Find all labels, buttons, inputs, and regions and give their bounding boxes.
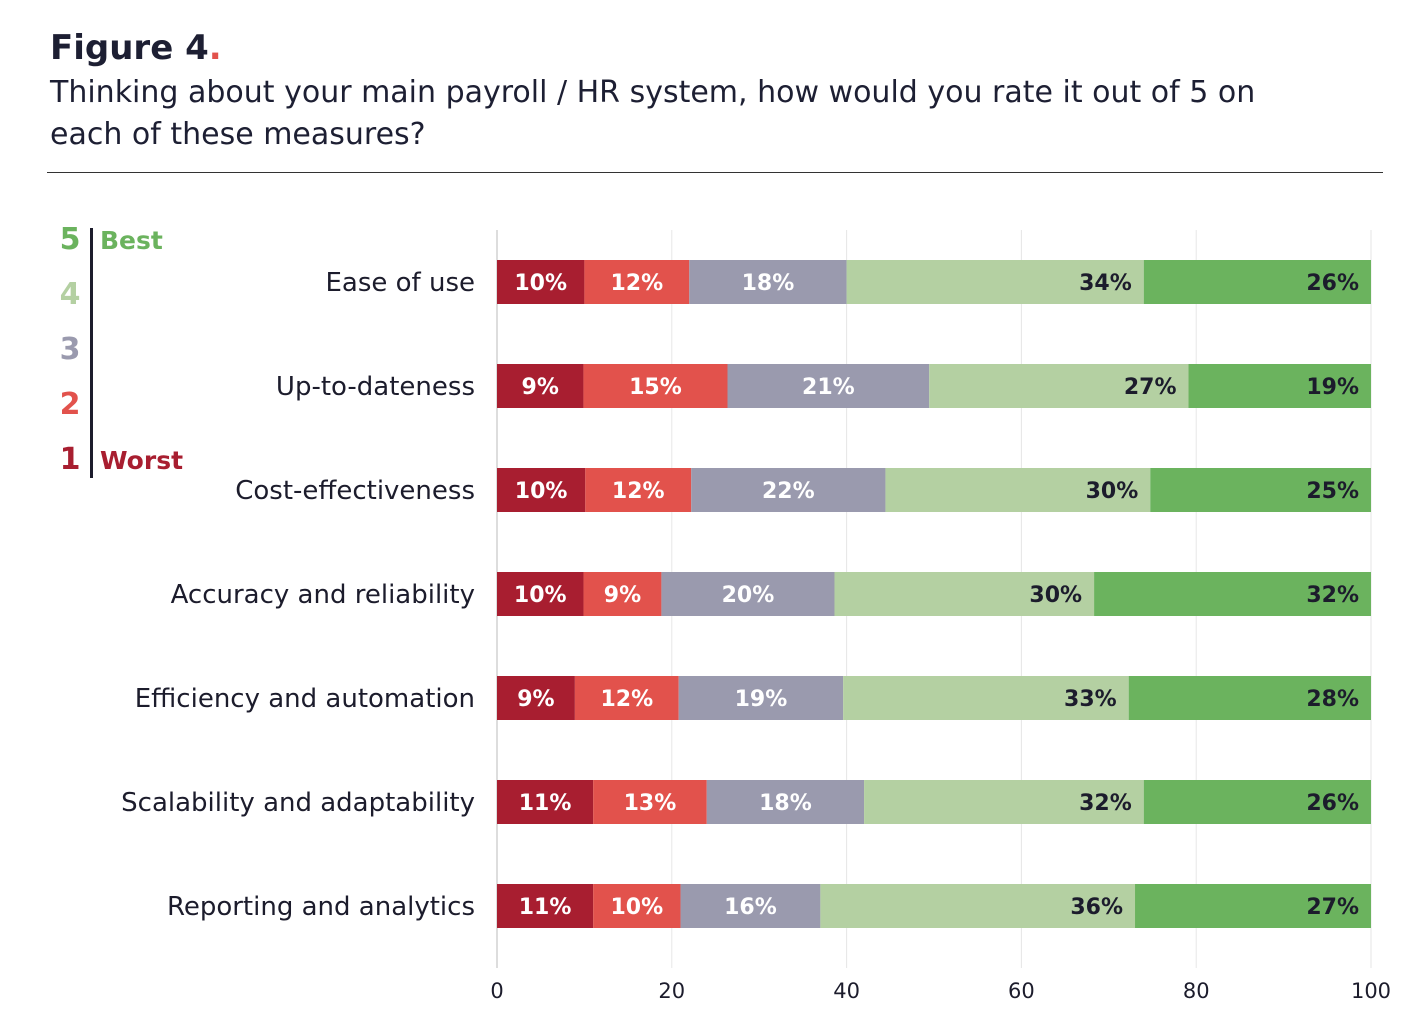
bar-segment (497, 260, 585, 304)
data-label: 30% (1086, 479, 1139, 504)
data-label: 19% (735, 687, 788, 712)
bar-segment (1143, 260, 1371, 304)
data-label: 10% (611, 895, 664, 920)
category-label: Ease of use (325, 268, 475, 298)
bar-segment (1128, 676, 1371, 720)
data-label: 11% (519, 895, 572, 920)
bar-segment (584, 260, 690, 304)
data-label: 33% (1064, 687, 1117, 712)
bar-segment (497, 884, 594, 928)
category-label: Accuracy and reliability (171, 580, 475, 610)
bar-segment (1143, 780, 1371, 824)
data-label: 9% (522, 375, 559, 400)
bar-segment (689, 260, 847, 304)
data-label: 18% (742, 271, 795, 296)
rating-scale-legend: 5 Best 4 3 2 1 Worst (56, 222, 206, 482)
bar-segment (727, 364, 930, 408)
figure-dot: . (208, 28, 222, 68)
bar-segment (1094, 572, 1371, 616)
bar-segment (593, 780, 707, 824)
scale-number-2: 2 (59, 387, 81, 422)
bar-segment (843, 676, 1129, 720)
bar-segment (497, 572, 584, 616)
bar-segment (661, 572, 835, 616)
bar-segment (678, 676, 844, 720)
data-label: 9% (604, 583, 641, 608)
scale-number-4: 4 (59, 277, 81, 312)
data-label: 12% (612, 479, 665, 504)
bar-segment (820, 884, 1136, 928)
bar-segment (846, 260, 1144, 304)
data-label: 12% (600, 687, 653, 712)
scale-number-1: 1 (59, 442, 81, 477)
bar-segment (583, 364, 728, 408)
bar-segment (706, 780, 865, 824)
data-label: 10% (515, 479, 568, 504)
data-label: 36% (1070, 895, 1123, 920)
data-label: 26% (1306, 271, 1359, 296)
data-label: 22% (762, 479, 815, 504)
bar-segment (497, 468, 586, 512)
bar-segment (593, 884, 681, 928)
bar-segment (1150, 468, 1371, 512)
data-label: 10% (514, 583, 567, 608)
data-label: 11% (519, 791, 572, 816)
scale-label-worst: Worst (100, 446, 184, 475)
category-label: Cost-effectiveness (235, 476, 475, 506)
x-tick-label: 0 (490, 979, 503, 1003)
bar-segment (497, 364, 584, 408)
bar-segment (574, 676, 679, 720)
data-label: 13% (624, 791, 677, 816)
data-label: 10% (514, 271, 567, 296)
chart-subtitle: Thinking about your main payroll / HR sy… (50, 75, 1256, 152)
data-label: 30% (1029, 583, 1082, 608)
bar-segment (497, 780, 594, 824)
data-label: 20% (722, 583, 775, 608)
scale-number-3: 3 (59, 332, 81, 367)
figure-number: Figure 4 (50, 28, 209, 68)
bar-segment (1135, 884, 1371, 928)
scale-number-5: 5 (59, 222, 81, 257)
category-label: Up-to-dateness (276, 372, 475, 402)
x-tick-label: 40 (833, 979, 860, 1003)
x-tick-label: 80 (1183, 979, 1210, 1003)
data-label: 18% (759, 791, 812, 816)
bar-segment (929, 364, 1189, 408)
bar-segment (885, 468, 1151, 512)
bar-segment (1188, 364, 1371, 408)
data-label: 28% (1306, 687, 1359, 712)
data-label: 12% (611, 271, 664, 296)
x-tick-label: 100 (1351, 979, 1391, 1003)
x-tick-label: 20 (658, 979, 685, 1003)
data-label: 9% (517, 687, 554, 712)
bar-segment (691, 468, 886, 512)
bar-segment (583, 572, 662, 616)
data-label: 32% (1306, 583, 1359, 608)
bar-segment (680, 884, 821, 928)
scale-label-best: Best (100, 226, 163, 255)
category-label: Scalability and adaptability (121, 788, 475, 818)
data-label: 27% (1124, 375, 1177, 400)
data-label: 25% (1306, 479, 1359, 504)
bar-segment (834, 572, 1095, 616)
data-label: 21% (802, 375, 855, 400)
category-label: Reporting and analytics (167, 892, 475, 922)
bar-segment (864, 780, 1144, 824)
data-label: 15% (629, 375, 682, 400)
data-label: 27% (1306, 895, 1359, 920)
bar-segment (585, 468, 692, 512)
category-label: Efficiency and automation (135, 684, 475, 714)
data-label: 32% (1079, 791, 1132, 816)
data-label: 16% (724, 895, 777, 920)
x-tick-label: 60 (1008, 979, 1035, 1003)
bar-segment (497, 676, 575, 720)
data-label: 34% (1079, 271, 1132, 296)
header-divider (47, 172, 1383, 173)
scale-axis-line (90, 228, 93, 478)
figure-label: Figure 4. (50, 28, 222, 68)
data-label: 19% (1306, 375, 1359, 400)
data-label: 26% (1306, 791, 1359, 816)
